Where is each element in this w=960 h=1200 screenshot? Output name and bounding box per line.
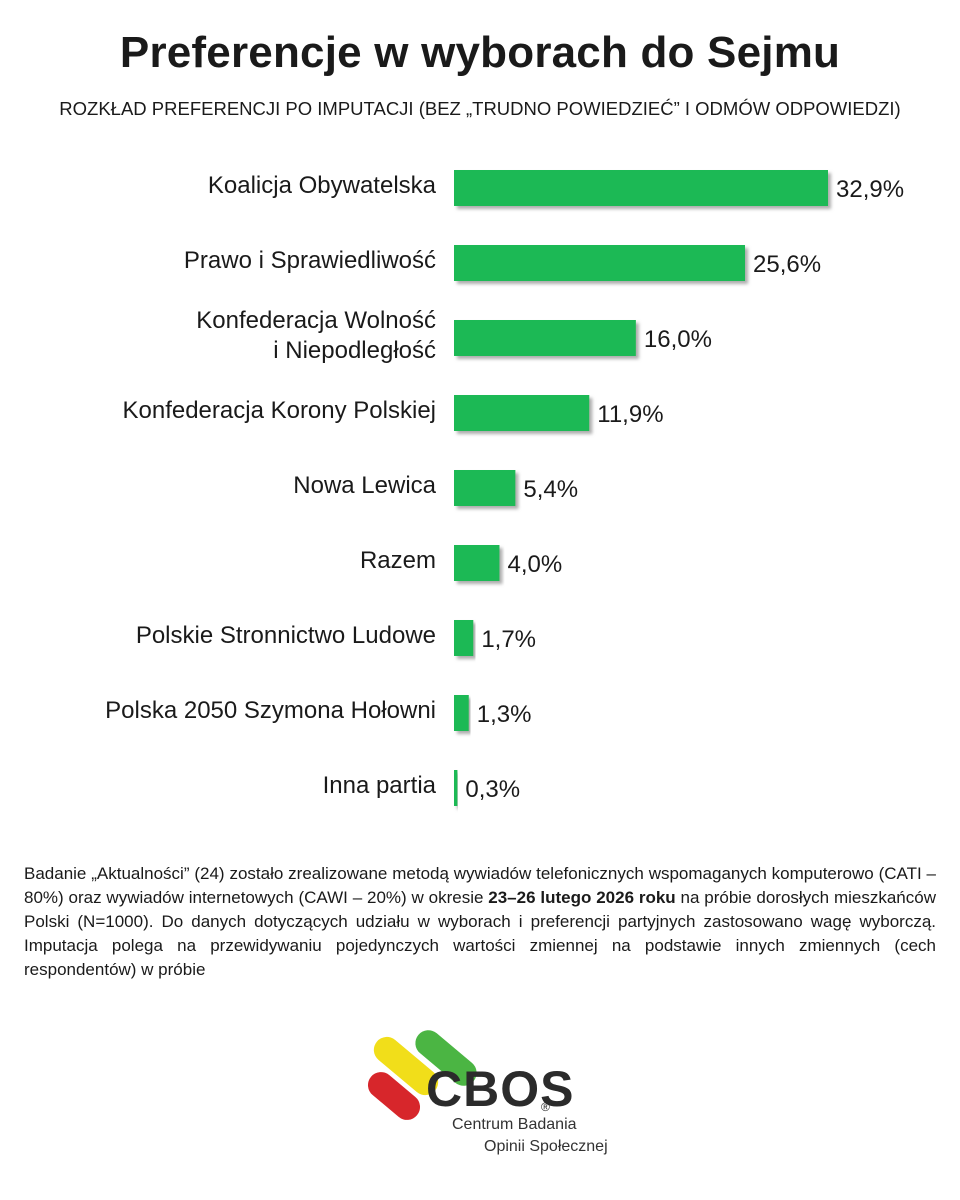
category-label-4: Nowa Lewica [293, 472, 436, 499]
note-text-2: na próbie dorosłych mieszkańców Polski (… [24, 888, 936, 979]
note-text-1: Badanie „Aktualności” (24) zostało zreal… [24, 864, 936, 907]
value-label-6: 1,7% [481, 626, 536, 653]
chart-title: Preferencje w wyborach do Sejmu [119, 28, 841, 77]
bar-2 [454, 320, 636, 356]
value-label-8: 0,3% [465, 776, 520, 803]
logo-name: CBOS [426, 1061, 575, 1117]
bar-1 [454, 245, 746, 281]
category-label-2: Konfederacja Wolność i Niepodległość [196, 307, 436, 364]
value-label-2: 16,0% [644, 326, 712, 353]
cbos-logo-icon [367, 1030, 477, 1120]
category-label-0: Koalicja Obywatelska [208, 172, 437, 199]
category-label-8: Inna partia [323, 772, 437, 799]
bar-7 [454, 695, 469, 731]
chart-subtitle: ROZKŁAD PREFERENCJI PO IMPUTACJI (BEZ „T… [59, 98, 901, 119]
bar-5 [454, 545, 500, 581]
value-label-3: 11,9% [597, 401, 663, 428]
category-label-7: Polska 2050 Szymona Hołowni [105, 697, 436, 724]
value-label-7: 1,3% [477, 701, 532, 728]
bar-6 [454, 620, 474, 656]
logo-subtitle-line1: Centrum Badania [452, 1116, 577, 1133]
value-label-5: 4,0% [507, 551, 562, 578]
logo-registered: ® [541, 1100, 550, 1114]
methodology-note: Badanie „Aktualności” (24) zostało zreal… [24, 862, 936, 982]
bar-3 [454, 395, 590, 431]
value-label-0: 32,9% [836, 176, 904, 203]
category-label-6: Polskie Stronnictwo Ludowe [136, 622, 436, 649]
category-label-5: Razem [360, 547, 436, 574]
bar-4 [454, 470, 516, 506]
bar-chart: 32,9% Koalicja Obywatelska 25,6% Prawo i Sp… [105, 170, 904, 806]
category-label-1: Prawo i Sprawiedliwość [184, 247, 436, 274]
note-date: 23–26 lutego 2026 roku [488, 888, 676, 907]
bar-0 [454, 170, 828, 206]
logo-subtitle-line2: Opinii Społecznej [484, 1138, 608, 1155]
bar-8 [454, 770, 458, 806]
value-label-1: 25,6% [753, 251, 821, 278]
value-label-4: 5,4% [523, 476, 578, 503]
logo-pills [367, 1030, 477, 1120]
category-label-3: Konfederacja Korony Polskiej [122, 397, 436, 424]
